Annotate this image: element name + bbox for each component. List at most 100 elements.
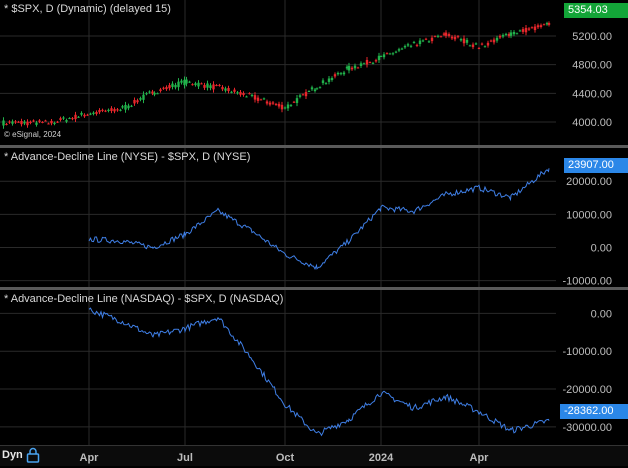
y-tick-label: -20000.00 (562, 384, 612, 396)
candle-body (95, 112, 98, 114)
candle-body (480, 43, 484, 45)
candle-body (116, 109, 119, 111)
candle-body (421, 40, 425, 42)
lock-icon[interactable] (26, 447, 40, 463)
candle-body (23, 121, 26, 124)
nasdaq-ad-chart[interactable]: -30000.00 -20000.00 -10000.00 0.00 (0, 290, 628, 445)
nyse-ad-pane[interactable]: -10000.00 0.00 10000.00 20000.00 * Advance-… (0, 148, 628, 287)
candle-body (56, 121, 59, 123)
spx-last-value-badge: 5354.03 (564, 3, 628, 18)
candle-body (185, 79, 188, 84)
candle-body (409, 45, 413, 47)
candle-body (339, 73, 343, 75)
candle-body (450, 36, 454, 39)
candle-body (130, 105, 133, 107)
candle-body (83, 114, 86, 117)
candle-body (245, 96, 248, 98)
candle-body (345, 66, 349, 69)
y-tick-label: 5200.00 (572, 31, 612, 43)
candle-body (504, 33, 508, 35)
candle-body (71, 118, 74, 120)
candle-body (415, 44, 419, 46)
candle-body (453, 36, 457, 40)
y-tick-label: 0.00 (591, 308, 612, 320)
candle-body (489, 40, 493, 42)
candle-body (468, 45, 472, 47)
candle-body (459, 39, 463, 41)
candle-body (388, 53, 392, 55)
nyse-ad-chart[interactable]: -10000.00 0.00 10000.00 20000.00 (0, 148, 628, 287)
candle-body (221, 86, 224, 90)
candle-body (259, 99, 263, 101)
candle-body (162, 87, 165, 89)
candle-body (515, 33, 519, 35)
candle-body (233, 89, 236, 92)
candle-body (424, 38, 428, 40)
candle-body (74, 114, 77, 120)
candle-body (486, 42, 490, 46)
candle-body (89, 113, 92, 115)
candle-body (304, 92, 308, 97)
candle-body (165, 87, 168, 90)
candle-body (333, 74, 337, 77)
candle-body (136, 100, 139, 103)
candle-body (477, 47, 481, 49)
candle-body (298, 95, 302, 97)
candle-body (171, 83, 174, 87)
candle-body (274, 103, 278, 105)
candle-body (318, 87, 322, 89)
x-label-jul: Jul (177, 452, 193, 464)
candle-body (265, 101, 269, 104)
candle-body (542, 24, 546, 26)
candle-body (289, 105, 293, 107)
candle-body (153, 92, 156, 95)
candle-body (327, 78, 331, 82)
candle-body (191, 84, 194, 86)
candle-body (310, 87, 314, 90)
nasdaq-ad-pane[interactable]: -30000.00 -20000.00 -10000.00 0.00 * Advanc… (0, 290, 628, 445)
candle-body (62, 117, 65, 119)
candle-body (151, 91, 154, 94)
candle-body (188, 81, 191, 83)
x-label-apr-2024: Apr (469, 452, 489, 464)
candle-body (483, 46, 487, 48)
candle-body (321, 80, 325, 84)
candle-body (277, 103, 281, 107)
candle-body (430, 37, 434, 42)
candle-body (212, 84, 215, 90)
candle-body (230, 91, 233, 93)
spx-pane[interactable]: 4000.00 4400.00 4800.00 5200.00 * $SPX, D (… (0, 0, 628, 145)
candle-body (35, 122, 38, 125)
candle-body (539, 25, 543, 28)
candle-body (242, 92, 245, 96)
pane-divider-1[interactable] (0, 145, 628, 148)
candle-body (356, 67, 360, 69)
time-axis[interactable]: Dyn Apr Jul Oct 2024 Apr (0, 445, 628, 466)
candle-body (418, 40, 422, 45)
pane-divider-2[interactable] (0, 287, 628, 290)
candle-body (397, 49, 401, 51)
dynamic-mode-label[interactable]: Dyn (2, 449, 23, 461)
candle-body (86, 114, 89, 116)
candle-body (110, 108, 113, 111)
series-line (88, 307, 550, 437)
candle-body (59, 118, 62, 120)
candle-body (98, 110, 101, 113)
candle-body (292, 101, 296, 103)
candle-body (20, 121, 23, 125)
candle-body (119, 109, 122, 111)
candle-body (295, 98, 299, 103)
candle-body (44, 120, 47, 122)
y-tick-label: -10000.00 (562, 346, 612, 358)
y-tick-label: 4000.00 (572, 117, 612, 129)
candle-body (350, 67, 354, 70)
y-tick-label: 20000.00 (566, 176, 612, 188)
candle-body (456, 36, 460, 38)
candle-body (374, 60, 378, 62)
nyse-ad-last-value-badge: 23907.00 (564, 158, 628, 173)
candle-body (365, 59, 369, 65)
spx-chart[interactable]: 4000.00 4400.00 4800.00 5200.00 (0, 0, 628, 145)
candle-body (197, 82, 200, 87)
series-line (88, 168, 550, 271)
candle-body (353, 65, 357, 69)
